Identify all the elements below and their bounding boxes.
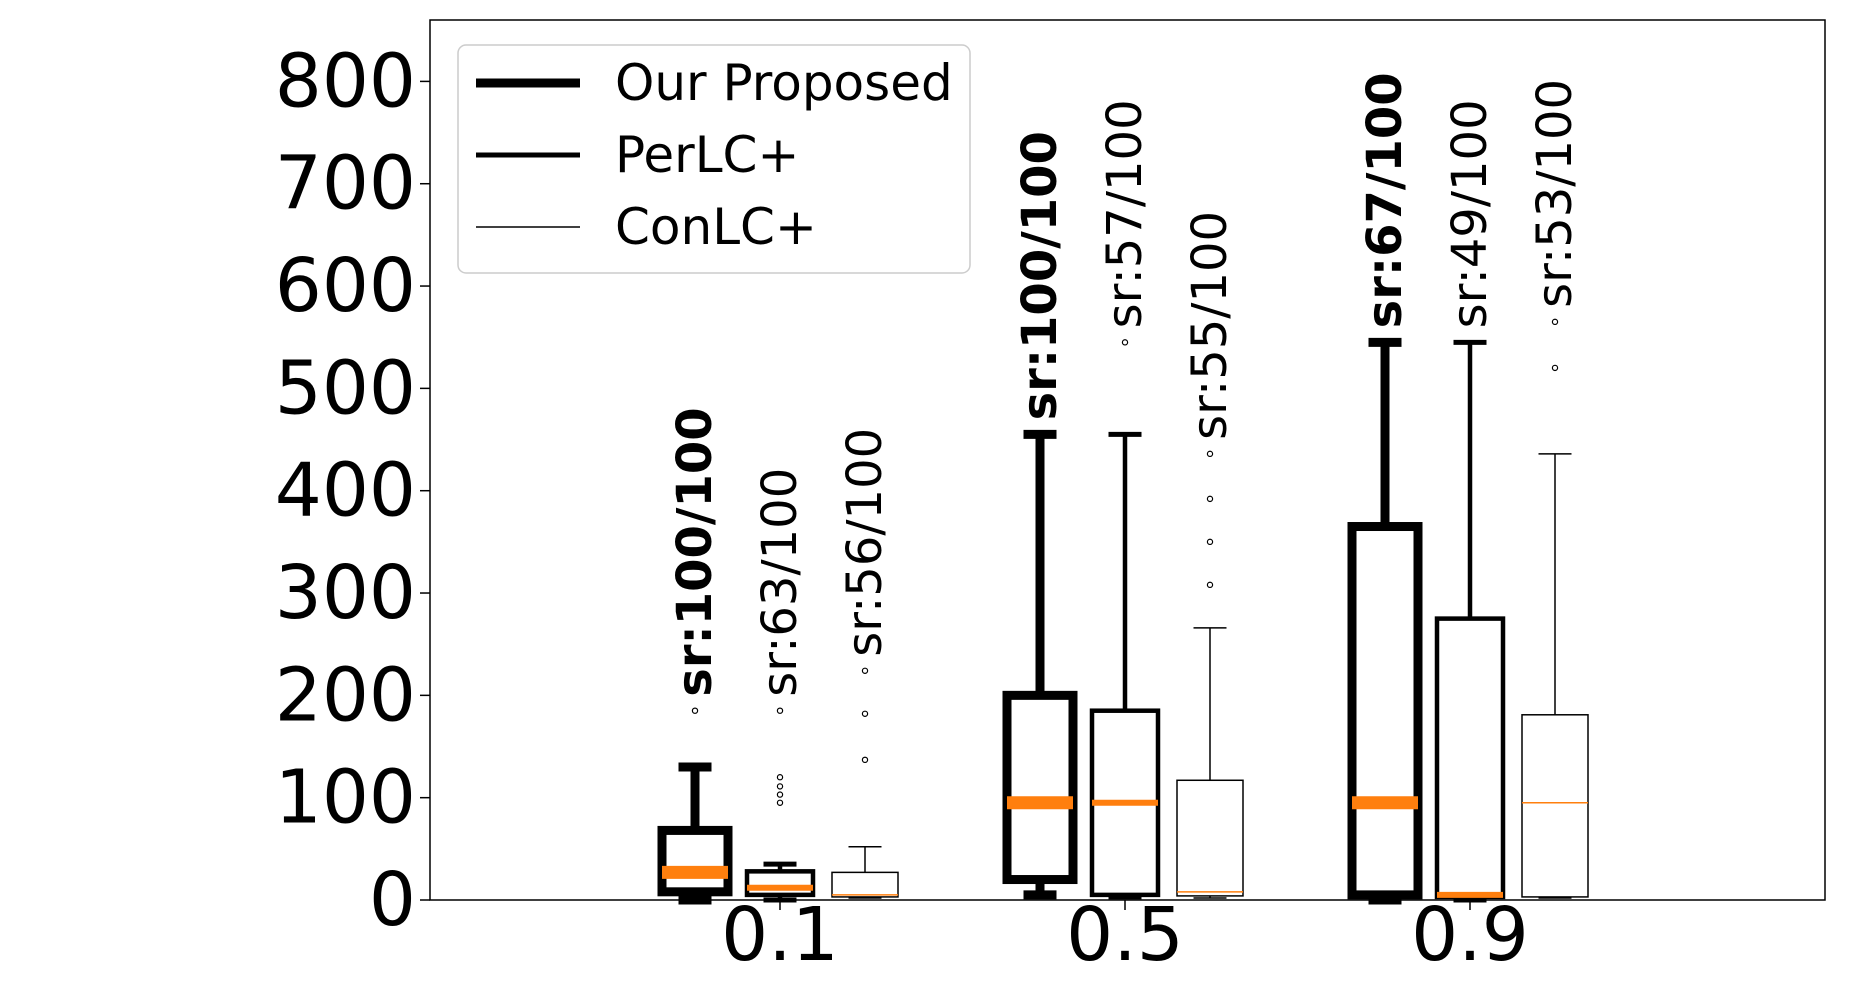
outlier-point: [861, 667, 869, 674]
outlier-point: [776, 707, 784, 714]
iqr-box: [1521, 714, 1589, 898]
y-axis: 0 100 200 300 400 500 600 700 800: [275, 38, 430, 943]
outlier-point: [776, 799, 784, 806]
legend-label: Our Proposed: [615, 54, 953, 112]
box-series-group: sr:100/100 sr:100/100 sr:67/100 sr:63/100 sr…: [657, 72, 1589, 905]
success-rate-label: sr:63/100: [752, 468, 808, 697]
box-thin: sr:53/100: [1521, 79, 1589, 899]
y-tick-label: 0: [369, 857, 416, 943]
outlier-point: [691, 707, 699, 714]
outlier-point: [1206, 538, 1214, 546]
iqr-box: [744, 869, 816, 898]
box-medium: sr:57/100: [1089, 99, 1161, 900]
iqr-box: [1176, 779, 1244, 897]
legend-label: PerLC+: [615, 126, 799, 184]
success-rate-label: sr:67/100: [1357, 72, 1413, 328]
box-medium: sr:49/100: [1434, 99, 1506, 903]
y-tick-label: 800: [275, 38, 416, 124]
outlier-point: [776, 783, 784, 790]
success-rate-label: sr:100/100: [667, 407, 723, 696]
iqr-box: [1002, 690, 1078, 885]
y-tick-label: 400: [275, 448, 416, 534]
iqr-box: [657, 825, 733, 897]
success-rate-label: sr:56/100: [837, 428, 893, 657]
success-rate-label: sr:53/100: [1527, 79, 1583, 308]
iqr-box: [831, 871, 899, 898]
box-medium: sr:63/100: [744, 468, 816, 903]
box-thin: sr:55/100: [1176, 211, 1244, 899]
outlier-point: [1206, 495, 1214, 503]
legend: Our Proposed PerLC+ ConLC+: [457, 44, 971, 274]
box-thick: sr:100/100: [1002, 131, 1078, 900]
iqr-box: [1347, 522, 1423, 900]
y-tick-label: 100: [275, 755, 416, 841]
y-tick-label: 300: [275, 550, 416, 636]
legend-label: ConLC+: [615, 198, 817, 256]
y-tick-label: 500: [275, 345, 416, 431]
outlier-point: [861, 756, 869, 764]
box-thick: sr:100/100: [657, 407, 733, 905]
box-thick: sr:67/100: [1347, 72, 1423, 905]
x-tick-label: 0.9: [1411, 892, 1529, 978]
y-tick-label: 600: [275, 243, 416, 329]
x-tick-label: 0.5: [1066, 892, 1184, 978]
outlier-point: [1551, 318, 1559, 326]
outlier-point: [1551, 364, 1559, 372]
y-tick-label: 700: [275, 141, 416, 227]
outlier-point: [1121, 339, 1129, 346]
success-rate-label: sr:100/100: [1012, 131, 1068, 420]
legend-frame: [457, 44, 971, 274]
outlier-point: [1206, 450, 1214, 458]
success-rate-label: sr:55/100: [1182, 211, 1238, 440]
success-rate-label: sr:49/100: [1442, 99, 1498, 328]
outlier-point: [1206, 581, 1214, 589]
x-axis: 0.1 0.5 0.9: [721, 892, 1529, 978]
outlier-point: [861, 710, 869, 717]
x-tick-label: 0.1: [721, 892, 839, 978]
outlier-point: [776, 774, 784, 781]
box-thin: sr:56/100: [831, 428, 899, 899]
outlier-point: [776, 791, 784, 798]
success-rate-label: sr:57/100: [1097, 99, 1153, 328]
y-tick-label: 200: [275, 652, 416, 738]
